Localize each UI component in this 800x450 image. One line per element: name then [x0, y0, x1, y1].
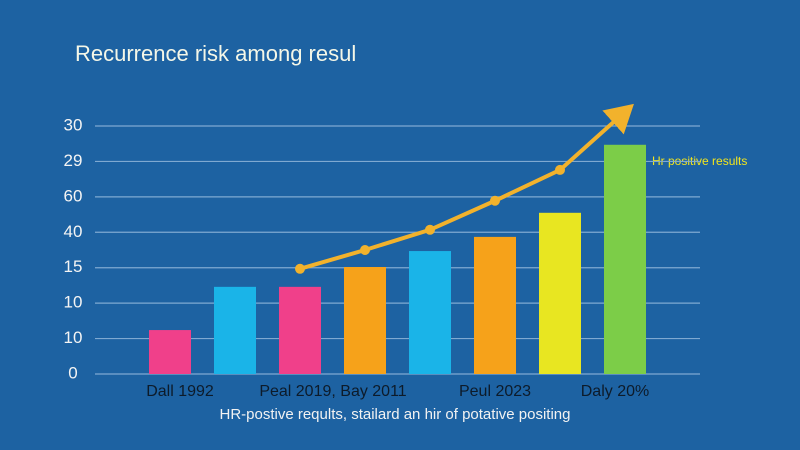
y-tick-label: 60 [64, 186, 83, 205]
chart-title: Recurrence risk among resul [75, 41, 356, 66]
line-point [360, 245, 370, 255]
line-point [425, 224, 435, 235]
x-tick-label: Peal 2019, Bay 2011 [259, 383, 406, 400]
y-tick-label: 15 [64, 257, 83, 276]
line-point [555, 164, 565, 175]
x-axis-title: HR-postive reqults, stailard an hir of p… [219, 406, 570, 423]
bar [604, 144, 646, 374]
x-tick-label: Daly 20% [581, 383, 649, 400]
y-tick-label: 30 [64, 115, 83, 134]
bar [149, 330, 191, 374]
bar [474, 236, 516, 374]
y-tick-label: 10 [64, 293, 83, 312]
bar [279, 286, 321, 374]
line-point [295, 263, 305, 274]
bar [539, 212, 581, 374]
y-tick-label: 40 [64, 222, 83, 241]
y-tick-label: 29 [64, 151, 83, 170]
x-tick-label: Dall 1992 [146, 383, 214, 400]
bar [214, 286, 256, 374]
line-point [490, 195, 500, 206]
bar [344, 267, 386, 374]
trend-line [299, 103, 634, 271]
y-tick-label: 0 [68, 363, 77, 382]
y-tick-label: 10 [64, 328, 83, 347]
bar [409, 251, 451, 374]
x-tick-label: Peul 2023 [459, 383, 531, 400]
